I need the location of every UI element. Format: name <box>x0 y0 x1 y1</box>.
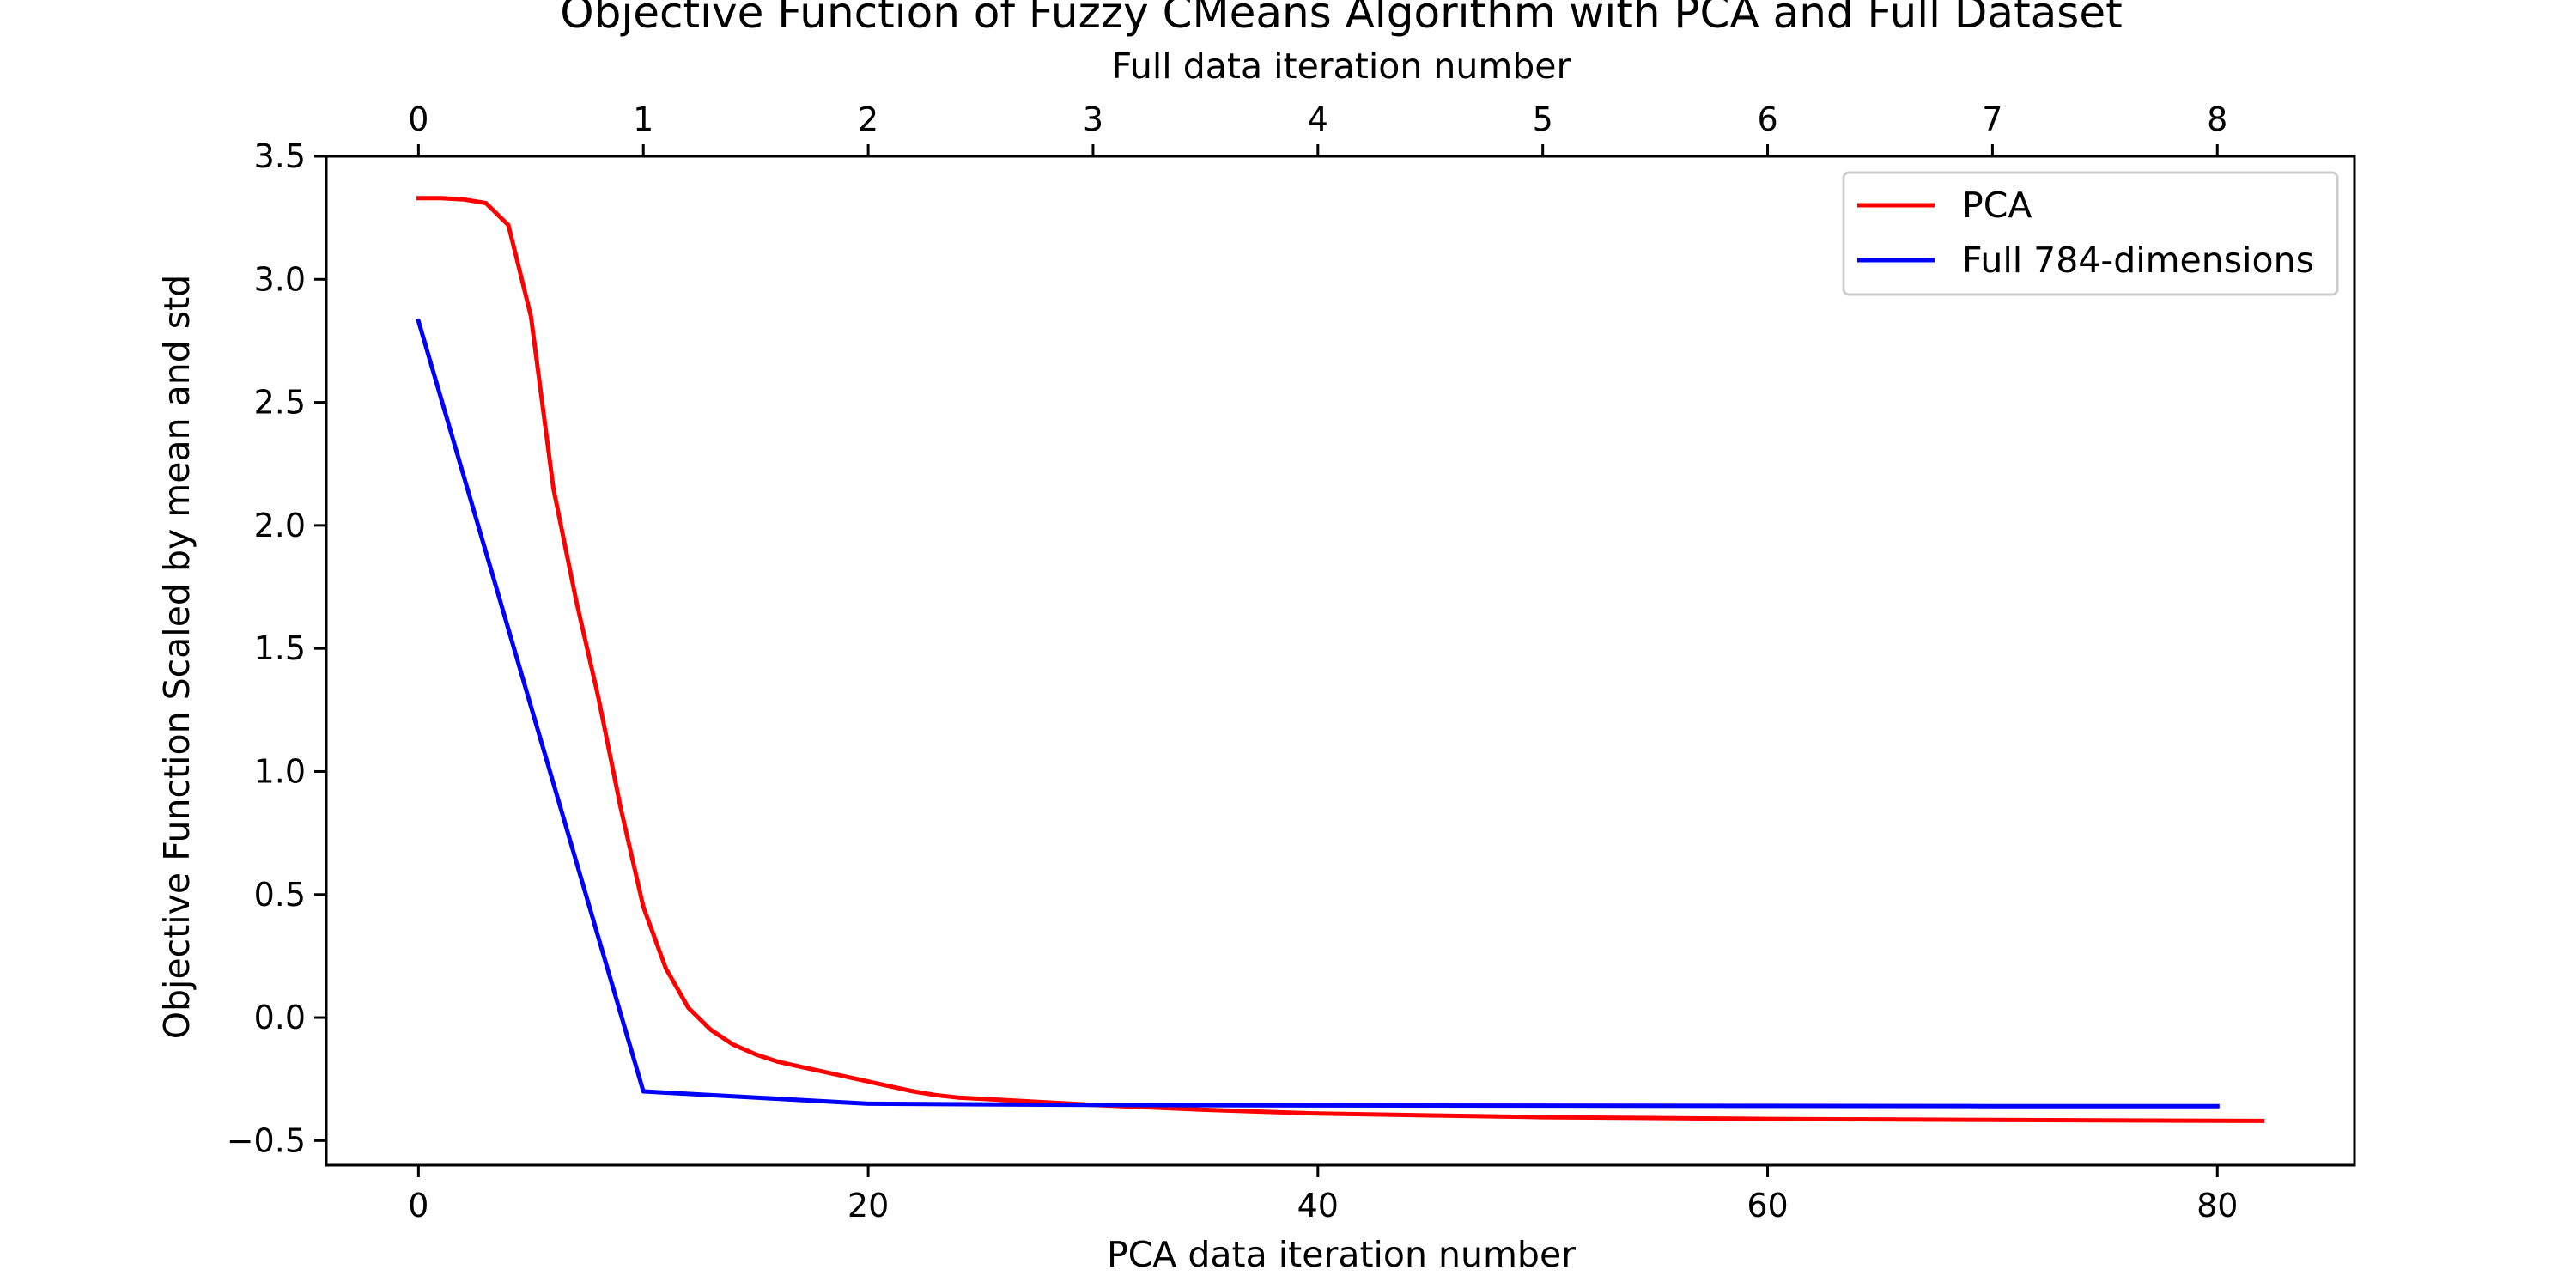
x2-tick-label: 5 <box>1533 100 1553 138</box>
y-tick-label: 1.0 <box>254 752 306 790</box>
plot-area-frame <box>325 155 2356 1167</box>
y-tick-label: 2.5 <box>254 384 306 422</box>
x2-tick-label: 3 <box>1083 100 1103 138</box>
x2-tick-label: 0 <box>408 100 428 138</box>
chart-title: Objective Function of Fuzzy CMeans Algor… <box>560 0 2122 38</box>
top-x-axis-label: Full data iteration number <box>1112 46 1571 87</box>
series-layer <box>416 196 2265 1123</box>
y-tick-label: 0.0 <box>254 999 306 1036</box>
bottom-x-axis-label: PCA data iteration number <box>1107 1234 1576 1275</box>
x-tick-label: 20 <box>848 1187 889 1224</box>
x2-tick-label: 4 <box>1308 100 1328 138</box>
y-axis-label: Objective Function Scaled by mean and st… <box>156 275 197 1040</box>
y-tick-label: 2.0 <box>254 507 306 544</box>
x2-tick-label: 7 <box>1982 100 2002 138</box>
y-tick-label: −0.5 <box>227 1121 306 1159</box>
x2-tick-label: 1 <box>633 100 653 138</box>
x-tick-label: 0 <box>408 1187 428 1224</box>
y-tick-label: 1.5 <box>254 629 306 667</box>
y-tick-label: 3.0 <box>254 260 306 298</box>
legend: PCA Full 784-dimensions <box>1842 171 2339 296</box>
y-tick-label: 0.5 <box>254 876 306 914</box>
ticks-layer: 0 20 40 60 80 0 1 2 3 4 5 6 7 8 −0.5 0.0 0.5 1.0 1.5 2.0 2.5… <box>227 100 2239 1224</box>
legend-label-pca: PCA <box>1962 185 2032 226</box>
x2-tick-label: 2 <box>858 100 878 138</box>
legend-box <box>1842 171 2339 296</box>
x-tick-label: 60 <box>1747 1187 1788 1224</box>
x2-tick-label: 8 <box>2207 100 2227 138</box>
series-line-pca <box>416 196 2265 1123</box>
x2-tick-label: 6 <box>1757 100 1777 138</box>
x-tick-label: 80 <box>2196 1187 2238 1224</box>
legend-label-full: Full 784-dimensions <box>1962 240 2314 281</box>
x-tick-label: 40 <box>1297 1187 1339 1224</box>
series-line-full-784-dimensions <box>416 318 2220 1109</box>
y-tick-label: 3.5 <box>254 137 306 175</box>
